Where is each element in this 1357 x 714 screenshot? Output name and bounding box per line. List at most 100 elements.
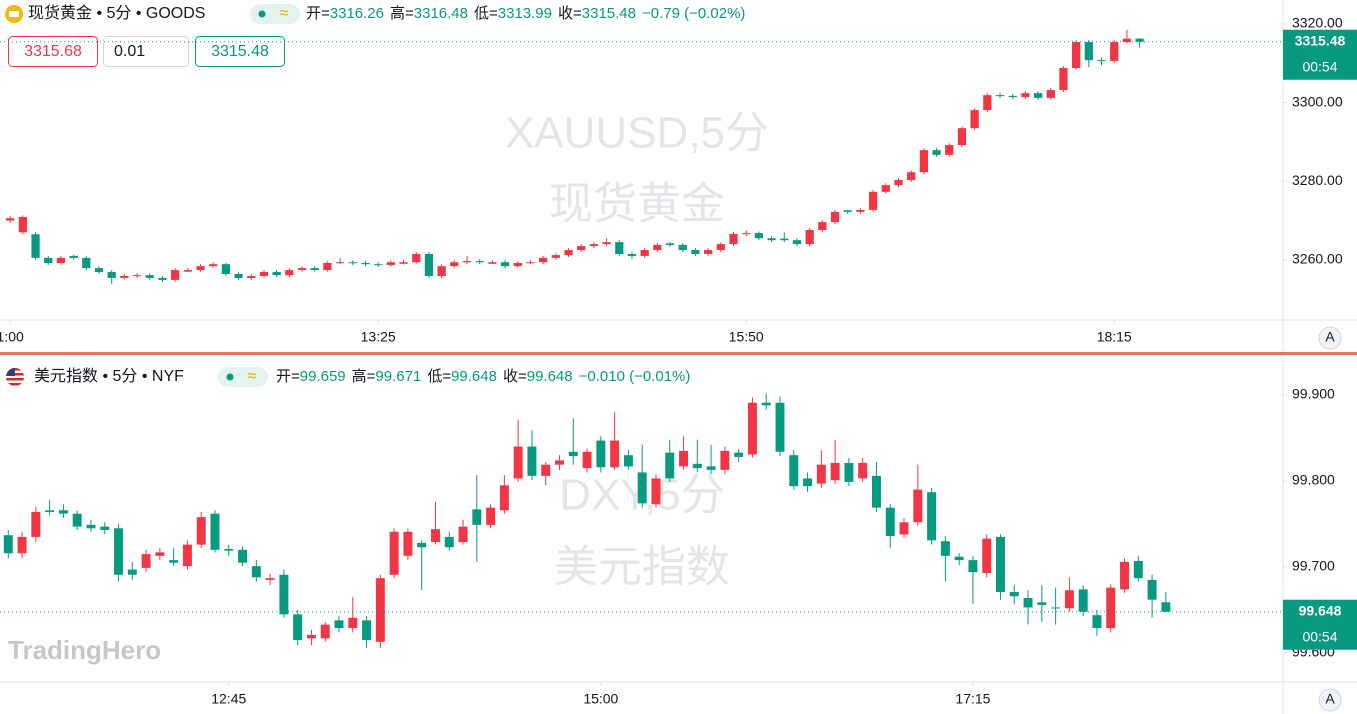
last-price-label: 3315.48 bbox=[1295, 32, 1346, 48]
ohlc-value: 99.648 bbox=[527, 368, 573, 385]
candle-body bbox=[31, 234, 40, 258]
candle-body bbox=[72, 513, 82, 527]
candle-body bbox=[18, 217, 27, 233]
candle-body bbox=[403, 531, 413, 556]
candle-body bbox=[458, 526, 468, 543]
candle-body bbox=[805, 229, 814, 245]
candle-body bbox=[767, 238, 776, 241]
candle-body bbox=[968, 560, 978, 573]
candle-body bbox=[539, 257, 548, 263]
sell-button[interactable] bbox=[8, 36, 98, 67]
candle-body bbox=[417, 542, 427, 548]
candle-body bbox=[907, 172, 916, 181]
y-tick-label: 3260.00 bbox=[1292, 251, 1343, 267]
auto-scale-button[interactable] bbox=[1318, 688, 1342, 712]
candle-body bbox=[555, 460, 564, 465]
candle-body bbox=[169, 560, 179, 563]
auto-scale-label[interactable]: A bbox=[1325, 691, 1335, 707]
candle-body bbox=[251, 566, 261, 578]
candle-body bbox=[856, 209, 865, 212]
candle-body bbox=[742, 233, 751, 235]
candle-body bbox=[627, 253, 637, 256]
candle-body bbox=[665, 243, 675, 245]
candle-body bbox=[1110, 42, 1119, 61]
candle-body bbox=[424, 253, 434, 276]
ohlc-value: 3315.48 bbox=[582, 5, 636, 22]
candle-body bbox=[450, 262, 459, 267]
flag-stripe bbox=[6, 378, 24, 381]
ohlc-value: 3313.99 bbox=[498, 5, 552, 22]
candle-body bbox=[1051, 607, 1061, 609]
buy-button[interactable] bbox=[195, 36, 285, 67]
candle-body bbox=[155, 552, 165, 556]
candle-body bbox=[348, 617, 358, 629]
candle-body bbox=[132, 275, 142, 277]
candle-body bbox=[374, 264, 383, 266]
candle-body bbox=[196, 266, 205, 271]
ohlc-label: 开= bbox=[306, 5, 330, 22]
candle-body bbox=[602, 242, 611, 245]
candle-body bbox=[623, 455, 633, 467]
status-pill[interactable] bbox=[218, 367, 268, 387]
candle-body bbox=[792, 240, 802, 245]
ohlc-label: 收= bbox=[503, 368, 527, 385]
gold-icon-bar bbox=[9, 11, 19, 17]
candle-body bbox=[1078, 589, 1088, 612]
candle-body bbox=[1033, 93, 1043, 98]
candle-body bbox=[995, 95, 1005, 97]
auto-scale-button[interactable] bbox=[1318, 326, 1342, 350]
quantity-value[interactable]: 0.01 bbox=[114, 43, 145, 60]
candle-body bbox=[982, 538, 992, 574]
symbol-title: 现货黄金 • 5分 • GOODS bbox=[28, 4, 205, 22]
last-price-tag bbox=[1283, 599, 1357, 650]
candle-body bbox=[462, 261, 472, 263]
y-tick-label: 99.800 bbox=[1292, 472, 1335, 488]
candle-body bbox=[1092, 615, 1102, 629]
quantity-input[interactable] bbox=[103, 36, 189, 67]
candle-body bbox=[1009, 591, 1019, 597]
candle-body bbox=[1059, 68, 1068, 91]
candle-body bbox=[238, 549, 248, 563]
candle-body bbox=[69, 255, 78, 258]
candle-body bbox=[306, 634, 316, 639]
candle-body bbox=[954, 556, 964, 561]
candle-body bbox=[818, 222, 827, 230]
candle-body bbox=[582, 451, 592, 469]
sell-price[interactable]: 3315.68 bbox=[24, 43, 82, 60]
x-tick-label: 18:15 bbox=[1097, 329, 1132, 345]
auto-scale-label[interactable]: A bbox=[1325, 329, 1335, 345]
candle-body bbox=[637, 472, 647, 504]
candle-body bbox=[361, 262, 370, 265]
candle-body bbox=[320, 624, 330, 639]
candle-body bbox=[651, 478, 661, 505]
pane-separator[interactable] bbox=[0, 352, 1357, 355]
candle-body bbox=[706, 466, 716, 470]
brand-watermark: TradingHero bbox=[8, 635, 161, 665]
candle-body bbox=[58, 510, 68, 514]
candle-body bbox=[86, 524, 96, 529]
candle-body bbox=[868, 191, 878, 210]
ohlc-value: 3316.26 bbox=[330, 5, 384, 22]
candle-body bbox=[100, 526, 110, 531]
candle-body bbox=[844, 462, 854, 482]
candle-body bbox=[285, 270, 294, 276]
y-tick-label: 99.900 bbox=[1292, 386, 1335, 402]
candle-body bbox=[1023, 597, 1033, 608]
candle-body bbox=[221, 264, 231, 275]
candle-body bbox=[927, 492, 937, 541]
ohlc-label: 低= bbox=[427, 368, 451, 385]
candle-body bbox=[279, 574, 289, 615]
buy-price[interactable]: 3315.48 bbox=[211, 43, 269, 60]
candle-body bbox=[729, 233, 738, 245]
candle-body bbox=[293, 614, 303, 641]
candle-body bbox=[945, 145, 954, 155]
candle-body bbox=[1133, 560, 1143, 579]
status-pill[interactable] bbox=[250, 4, 300, 24]
last-price-label: 99.648 bbox=[1299, 602, 1342, 618]
ohlc-label: 低= bbox=[474, 5, 498, 22]
candle-body bbox=[830, 462, 840, 481]
candle-body bbox=[1135, 38, 1144, 42]
candle-body bbox=[1021, 93, 1030, 98]
candle-body bbox=[678, 244, 687, 251]
symbol-watermark: 现货黄金 bbox=[549, 180, 725, 229]
